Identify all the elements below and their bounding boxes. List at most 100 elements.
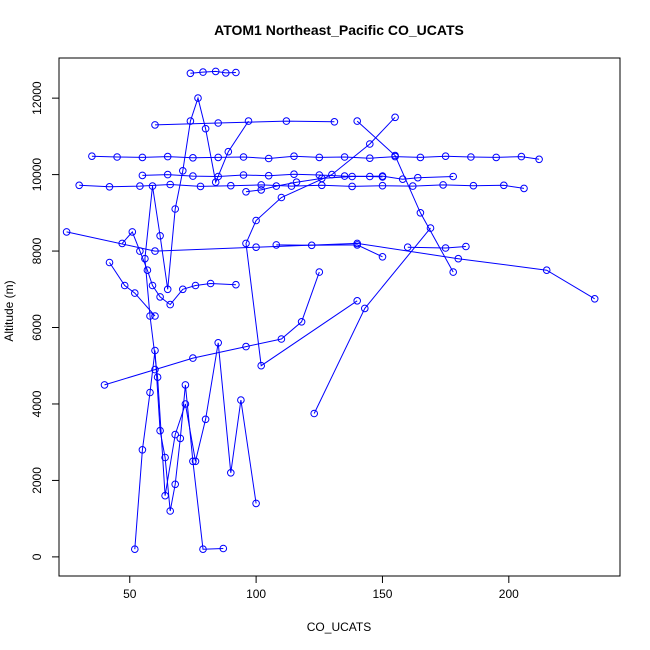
data-point (348, 182, 356, 191)
y-tick-label: 10000 (30, 158, 44, 192)
data-point (449, 172, 458, 181)
data-point (75, 181, 83, 190)
series-line (245, 116, 396, 367)
data-point (257, 361, 266, 370)
data-point (161, 491, 169, 500)
series-line (144, 96, 257, 504)
data-point (171, 480, 179, 489)
data-point (290, 170, 298, 178)
data-point (462, 242, 470, 251)
data-point (242, 342, 250, 351)
data-point (201, 124, 210, 133)
data-point (105, 183, 114, 191)
data-point (469, 181, 478, 190)
data-point (214, 172, 222, 181)
data-point (237, 396, 245, 404)
data-point (439, 181, 447, 189)
data-point (163, 152, 172, 161)
data-point (517, 152, 526, 161)
data-point (206, 279, 215, 288)
data-point (441, 244, 450, 252)
data-point (189, 354, 197, 362)
data-point (252, 499, 260, 508)
data-point (282, 117, 291, 125)
series-line (356, 120, 454, 273)
data-point (181, 381, 190, 389)
data-point (227, 181, 235, 190)
data-point (353, 241, 362, 249)
data-point (105, 258, 114, 267)
data-point (138, 446, 147, 454)
data-point (492, 153, 501, 162)
series-line (121, 230, 236, 306)
data-point (176, 434, 185, 443)
data-point (224, 147, 233, 156)
data-point (62, 228, 71, 236)
y-tick-label: 4000 (30, 390, 44, 417)
data-point (151, 312, 159, 320)
y-tick-label: 0 (30, 553, 44, 560)
data-point (272, 241, 281, 249)
data-point (441, 152, 450, 160)
data-point (196, 182, 205, 191)
data-point (219, 544, 228, 553)
data-point (398, 175, 407, 183)
series-line (245, 175, 454, 193)
data-point (191, 281, 200, 290)
data-point (315, 153, 324, 162)
data-point (138, 171, 147, 180)
series-line (154, 120, 335, 126)
data-point (211, 67, 220, 76)
data-point (179, 285, 187, 294)
y-tick-label: 2000 (30, 467, 44, 494)
data-point (330, 118, 339, 126)
data-point (353, 297, 362, 305)
data-point (189, 457, 197, 466)
data-point (186, 117, 195, 125)
data-point (310, 409, 319, 418)
data-point (136, 182, 144, 190)
data-point (449, 268, 458, 276)
data-point (163, 285, 172, 294)
data-point (318, 174, 326, 183)
data-point (348, 172, 356, 181)
data-point (191, 457, 200, 466)
data-point (542, 266, 551, 275)
data-point (113, 153, 121, 161)
data-point (239, 153, 248, 161)
y-axis: 0 2000 4000 6000 8000 10000 12000 (30, 81, 60, 560)
data-point (366, 140, 374, 148)
data-point (194, 94, 202, 102)
chart-title: ATOM1 Northeast_Pacific CO_UCATS (214, 22, 464, 38)
data-point (199, 545, 207, 554)
data-point (416, 209, 425, 217)
data-point (166, 180, 174, 189)
series-line (104, 271, 320, 386)
data-point (146, 312, 154, 320)
data-point (242, 239, 250, 248)
x-axis-label: CO_UCATS (307, 620, 371, 634)
data-point (264, 154, 273, 163)
y-tick-label: 8000 (30, 237, 44, 264)
x-tick-label: 100 (246, 587, 266, 601)
series-line (109, 262, 156, 317)
data-point (166, 507, 174, 515)
data-point (131, 545, 139, 554)
data-point (151, 247, 159, 255)
data-point (378, 172, 387, 180)
data-point (166, 300, 174, 309)
data-point (163, 170, 172, 179)
data-point (143, 266, 152, 275)
data-point (315, 268, 324, 276)
data-point (156, 232, 164, 240)
series-line (313, 227, 431, 414)
data-point (156, 293, 164, 301)
x-tick-label: 50 (123, 587, 137, 601)
data-point (467, 153, 475, 161)
data-point (252, 216, 260, 225)
data-point (535, 155, 543, 164)
series-line (66, 231, 595, 300)
data-point (264, 171, 273, 180)
